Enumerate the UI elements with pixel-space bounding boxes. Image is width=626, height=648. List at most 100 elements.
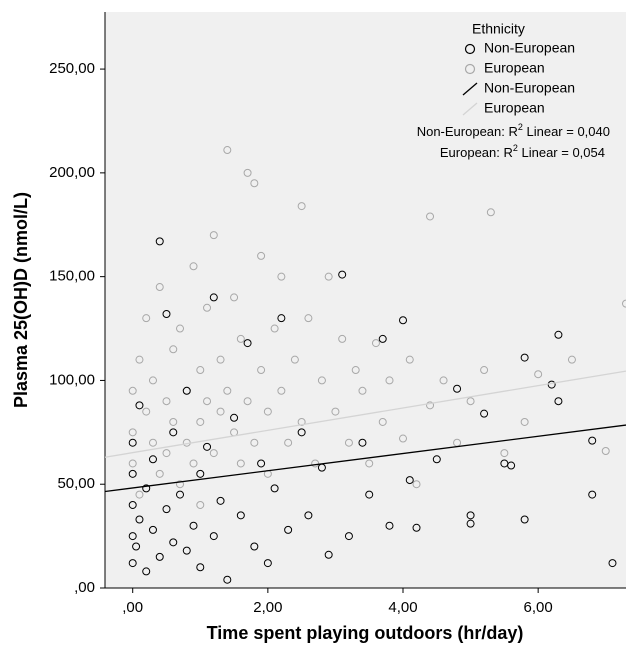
point xyxy=(338,334,347,343)
point xyxy=(304,314,313,323)
point xyxy=(142,314,151,323)
point xyxy=(155,552,164,561)
point xyxy=(142,484,151,493)
point xyxy=(480,409,489,418)
point xyxy=(162,310,171,319)
point xyxy=(534,370,543,379)
point xyxy=(277,314,286,323)
fit-line xyxy=(104,424,626,493)
x-tick-label: 4,00 xyxy=(388,599,417,616)
point xyxy=(466,397,475,406)
point xyxy=(453,384,462,393)
point xyxy=(466,511,475,520)
point xyxy=(135,515,144,524)
point xyxy=(588,436,597,445)
point xyxy=(500,449,509,458)
point xyxy=(358,386,367,395)
point xyxy=(135,490,144,499)
point xyxy=(365,490,374,499)
point xyxy=(520,417,529,426)
point xyxy=(196,469,205,478)
point xyxy=(412,480,421,489)
point xyxy=(182,386,191,395)
point xyxy=(189,459,198,468)
point xyxy=(250,179,259,188)
point xyxy=(520,353,529,362)
point xyxy=(277,386,286,395)
point xyxy=(520,515,529,524)
point xyxy=(324,550,333,559)
point xyxy=(169,428,178,437)
point xyxy=(189,521,198,530)
point xyxy=(209,532,218,541)
point xyxy=(257,251,266,260)
point xyxy=(297,417,306,426)
point xyxy=(128,532,137,541)
point xyxy=(284,525,293,534)
point xyxy=(162,397,171,406)
x-tick-label: 6,00 xyxy=(524,599,553,616)
point xyxy=(331,407,340,416)
point xyxy=(250,438,259,447)
point xyxy=(263,559,272,568)
legend-label: Non-European xyxy=(484,40,575,56)
point xyxy=(263,407,272,416)
point xyxy=(148,455,157,464)
point xyxy=(507,461,516,470)
point xyxy=(142,407,151,416)
point xyxy=(203,303,212,312)
point xyxy=(236,334,245,343)
point xyxy=(128,500,137,509)
legend-line xyxy=(462,82,478,96)
point xyxy=(196,417,205,426)
point xyxy=(135,401,144,410)
point xyxy=(209,449,218,458)
y-tick-label: 150,00 xyxy=(49,268,95,285)
point xyxy=(169,345,178,354)
point xyxy=(230,413,239,422)
point xyxy=(216,496,225,505)
point xyxy=(297,428,306,437)
point xyxy=(304,511,313,520)
point xyxy=(608,559,617,568)
point xyxy=(155,469,164,478)
point xyxy=(128,438,137,447)
point xyxy=(311,459,320,468)
point xyxy=(378,417,387,426)
plot-area xyxy=(105,12,626,588)
point xyxy=(162,449,171,458)
point xyxy=(358,438,367,447)
point xyxy=(236,459,245,468)
fit-line xyxy=(104,370,626,458)
annotation: European: R2 Linear = 0,054 xyxy=(440,143,605,160)
point xyxy=(142,567,151,576)
point xyxy=(223,146,232,155)
point xyxy=(128,469,137,478)
x-tick-label: ,00 xyxy=(122,599,143,616)
point xyxy=(135,355,144,364)
point xyxy=(243,397,252,406)
point xyxy=(317,376,326,385)
point xyxy=(385,376,394,385)
point xyxy=(399,434,408,443)
point xyxy=(378,334,387,343)
point xyxy=(432,455,441,464)
point xyxy=(324,272,333,281)
point xyxy=(439,376,448,385)
point xyxy=(601,447,610,456)
point xyxy=(270,484,279,493)
point xyxy=(480,366,489,375)
legend-title: Ethnicity xyxy=(472,21,525,37)
point xyxy=(148,525,157,534)
point xyxy=(243,339,252,348)
point xyxy=(426,401,435,410)
point xyxy=(622,299,626,308)
point xyxy=(196,366,205,375)
y-tick-label: 50,00 xyxy=(57,475,95,492)
x-axis-title: Time spent playing outdoors (hr/day) xyxy=(207,623,524,643)
point xyxy=(405,355,414,364)
point xyxy=(243,168,252,177)
legend-marker xyxy=(464,43,476,55)
point xyxy=(277,272,286,281)
point xyxy=(162,505,171,514)
